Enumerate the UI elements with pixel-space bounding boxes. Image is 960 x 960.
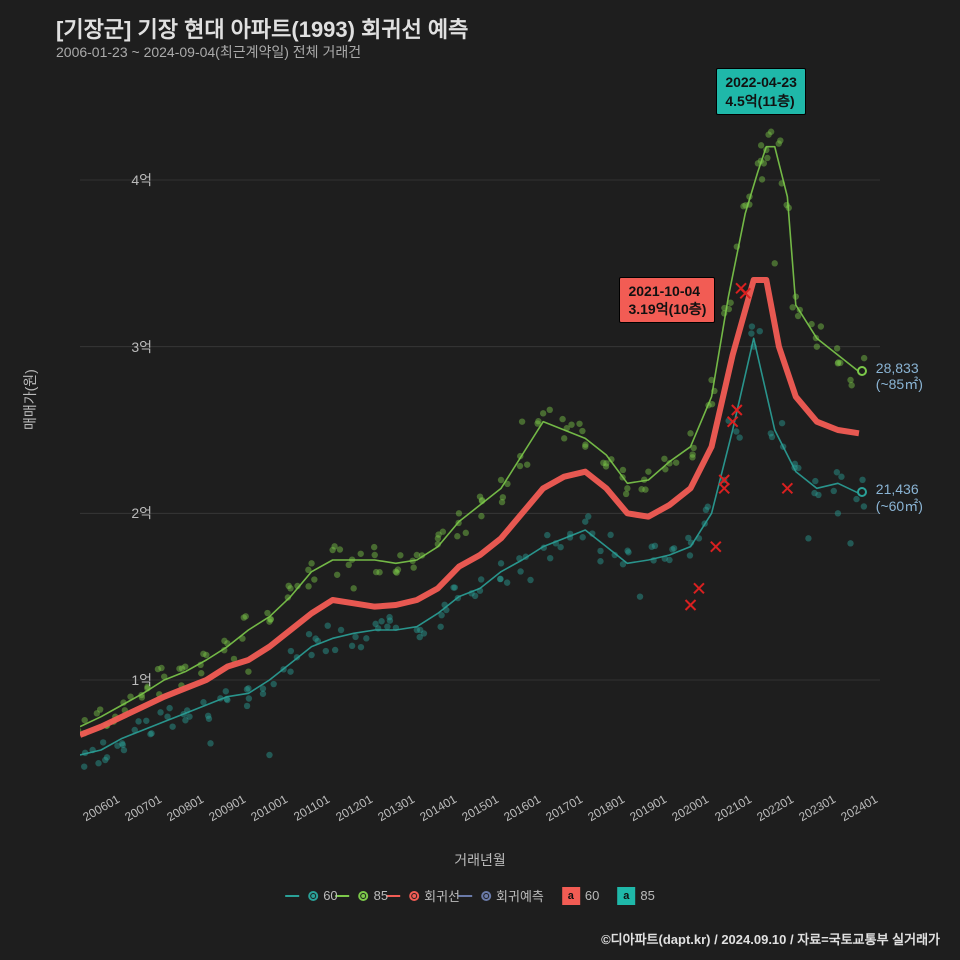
x-tick-label: 201301 xyxy=(375,792,417,824)
y-tick-label: 4억 xyxy=(131,170,152,190)
credit-text: ©디아파트(dapt.kr) / 2024.09.10 / 자료=국토교통부 실… xyxy=(601,929,940,948)
y-tick-label: 3억 xyxy=(131,337,152,357)
legend-label: 60 xyxy=(323,888,337,903)
legend: 60 85 회귀선 회귀예측 a 60 a 85 xyxy=(305,886,655,905)
legend-item: 회귀선 xyxy=(406,886,460,905)
legend-item: a 60 xyxy=(562,887,599,905)
legend-item: 85 xyxy=(356,888,388,903)
x-tick-label: 201601 xyxy=(501,792,543,824)
series-end-label: 21,436(~60㎡) xyxy=(876,481,923,515)
x-tick-label: 202301 xyxy=(796,792,838,824)
x-tick-label: 201801 xyxy=(586,792,628,824)
legend-label: 85 xyxy=(640,888,654,903)
x-axis-label: 거래년월 xyxy=(454,850,506,870)
legend-item: 60 xyxy=(305,888,337,903)
y-tick-label: 1억 xyxy=(131,670,152,690)
legend-dot-icon xyxy=(409,891,419,901)
x-tick-label: 200801 xyxy=(165,792,207,824)
x-tick-label: 200601 xyxy=(80,792,122,824)
x-tick-label: 200701 xyxy=(122,792,164,824)
legend-label: 회귀예측 xyxy=(496,886,544,905)
legend-dot-icon xyxy=(481,891,491,901)
x-tick-label: 201101 xyxy=(291,792,332,824)
series-end-label: 28,833(~85㎡) xyxy=(876,360,923,394)
y-axis-label: 매매가(원) xyxy=(20,369,40,430)
legend-label: 85 xyxy=(374,888,388,903)
legend-box-icon: a xyxy=(617,887,635,905)
x-tick-label: 201501 xyxy=(459,792,501,824)
plot-svg xyxy=(80,80,880,780)
legend-label: 60 xyxy=(585,888,599,903)
legend-item: 회귀예측 xyxy=(478,886,544,905)
series-end-dot xyxy=(857,366,867,376)
legend-box-icon: a xyxy=(562,887,580,905)
x-tick-label: 201001 xyxy=(249,792,291,824)
x-tick-label: 202001 xyxy=(670,792,712,824)
x-tick-label: 201901 xyxy=(628,792,670,824)
chart-subtitle: 2006-01-23 ~ 2024-09-04(최근계약일) 전체 거래건 xyxy=(56,42,361,62)
x-tick-label: 202401 xyxy=(838,792,880,824)
legend-dot-icon xyxy=(308,891,318,901)
x-tick-label: 202101 xyxy=(712,792,754,824)
x-tick-label: 200901 xyxy=(207,792,249,824)
x-tick-label: 201201 xyxy=(333,792,375,824)
chart-title: [기장군] 기장 현대 아파트(1993) 회귀선 예측 xyxy=(56,12,468,44)
annotation-label: 2022-04-234.5억(11층) xyxy=(716,68,806,114)
legend-dot-icon xyxy=(359,891,369,901)
x-tick-label: 201701 xyxy=(544,792,586,824)
x-tick-label: 201401 xyxy=(417,792,459,824)
legend-item: a 85 xyxy=(617,887,654,905)
legend-label: 회귀선 xyxy=(424,886,460,905)
plot-area xyxy=(80,80,880,780)
chart-container: [기장군] 기장 현대 아파트(1993) 회귀선 예측 2006-01-23 … xyxy=(0,0,960,960)
x-tick-label: 202201 xyxy=(754,792,796,824)
y-tick-label: 2억 xyxy=(131,503,152,523)
annotation-label: 2021-10-043.19억(10층) xyxy=(619,277,715,323)
